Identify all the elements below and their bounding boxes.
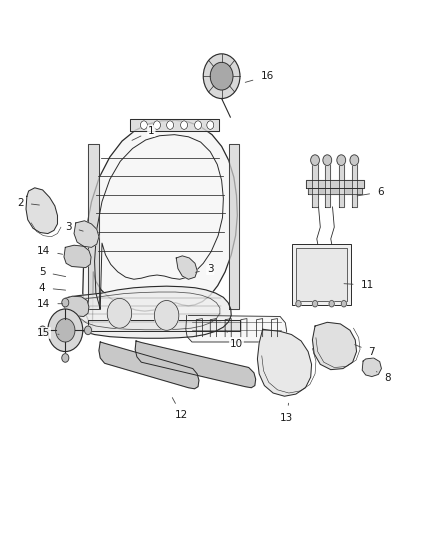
Text: 1: 1 xyxy=(132,126,155,140)
Polygon shape xyxy=(88,320,240,332)
Circle shape xyxy=(337,155,346,165)
Polygon shape xyxy=(130,119,219,132)
Text: 15: 15 xyxy=(37,328,59,338)
Polygon shape xyxy=(306,180,364,188)
Text: 2: 2 xyxy=(17,198,39,208)
Circle shape xyxy=(56,319,75,342)
Circle shape xyxy=(153,121,160,130)
Polygon shape xyxy=(64,245,91,268)
Circle shape xyxy=(62,354,69,362)
Text: 3: 3 xyxy=(195,264,214,274)
Text: 12: 12 xyxy=(172,398,188,421)
Polygon shape xyxy=(26,188,57,233)
Circle shape xyxy=(323,155,332,165)
Polygon shape xyxy=(74,221,99,247)
Text: 11: 11 xyxy=(344,280,374,290)
Polygon shape xyxy=(308,188,362,194)
Text: 14: 14 xyxy=(37,298,63,309)
Polygon shape xyxy=(312,160,318,207)
Polygon shape xyxy=(135,341,256,387)
Circle shape xyxy=(141,121,148,130)
Polygon shape xyxy=(229,144,239,309)
Circle shape xyxy=(350,155,359,165)
Polygon shape xyxy=(325,160,330,207)
Circle shape xyxy=(341,301,346,307)
Circle shape xyxy=(311,155,319,165)
FancyBboxPatch shape xyxy=(296,248,347,301)
Polygon shape xyxy=(186,316,287,342)
Circle shape xyxy=(329,301,334,307)
Polygon shape xyxy=(99,342,199,389)
Text: 5: 5 xyxy=(39,267,66,277)
Polygon shape xyxy=(352,160,357,207)
Text: 10: 10 xyxy=(225,330,243,349)
Text: 7: 7 xyxy=(355,345,375,357)
Circle shape xyxy=(203,54,240,99)
Text: 16: 16 xyxy=(245,71,274,82)
Circle shape xyxy=(48,309,83,352)
Circle shape xyxy=(207,121,214,130)
FancyBboxPatch shape xyxy=(292,244,351,305)
Text: 14: 14 xyxy=(37,246,63,255)
Text: 13: 13 xyxy=(280,403,293,423)
Text: 6: 6 xyxy=(357,187,384,197)
Polygon shape xyxy=(176,256,197,279)
Circle shape xyxy=(85,326,92,335)
Circle shape xyxy=(107,298,132,328)
Polygon shape xyxy=(312,322,357,369)
Circle shape xyxy=(312,301,318,307)
Polygon shape xyxy=(258,329,311,396)
Polygon shape xyxy=(83,120,237,330)
Circle shape xyxy=(154,301,179,330)
Circle shape xyxy=(296,301,301,307)
Circle shape xyxy=(180,121,187,130)
Circle shape xyxy=(210,62,233,90)
Text: 3: 3 xyxy=(65,222,83,232)
Polygon shape xyxy=(339,160,344,207)
Polygon shape xyxy=(88,144,99,309)
Circle shape xyxy=(62,298,69,307)
Polygon shape xyxy=(65,286,231,338)
Text: 4: 4 xyxy=(39,283,66,293)
Polygon shape xyxy=(362,358,381,376)
Circle shape xyxy=(39,326,46,335)
Text: 8: 8 xyxy=(376,372,390,383)
Circle shape xyxy=(166,121,173,130)
Polygon shape xyxy=(64,296,89,317)
Circle shape xyxy=(194,121,201,130)
